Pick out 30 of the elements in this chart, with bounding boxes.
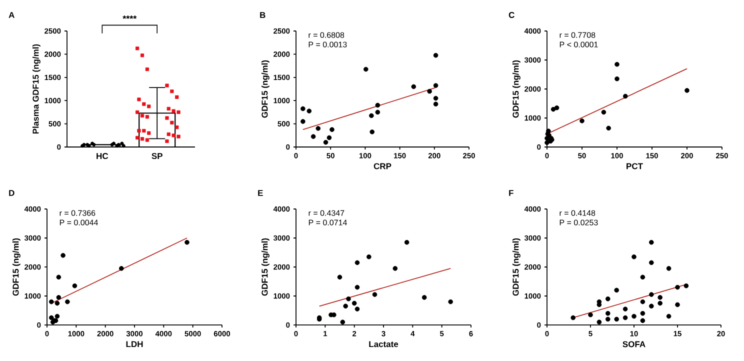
annotation: r = 0.4347 bbox=[308, 210, 344, 216]
chart-title: D bbox=[9, 190, 14, 196]
text: **** bbox=[122, 15, 137, 19]
annotation: P = 0.0044 bbox=[60, 220, 98, 226]
y-axis-title: Plasma GDF15 (ng/ml) bbox=[32, 44, 40, 134]
y-axis-title: GDF15 (ng/ml) bbox=[512, 60, 520, 118]
annotation: P < 0.0001 bbox=[560, 42, 598, 48]
chart-title: C bbox=[508, 12, 514, 18]
y-axis-title: GDF15 (ng/ml) bbox=[261, 238, 270, 296]
y-axis-title: GDF15 (ng/ml) bbox=[261, 60, 270, 118]
annotation: r = 0.7708 bbox=[560, 32, 596, 38]
annotation: P = 0.0253 bbox=[560, 220, 598, 226]
x-axis-title: SOFA bbox=[622, 341, 646, 348]
chart-title: B bbox=[260, 12, 266, 18]
y-axis-title: GDF15 (ng/ml) bbox=[12, 238, 20, 296]
chart-title: A bbox=[8, 12, 14, 18]
x-axis-title: CRP bbox=[374, 163, 392, 170]
x-axis-title: PCT bbox=[626, 163, 643, 170]
x-tick-label: HC bbox=[96, 153, 108, 160]
x-tick-label: SP bbox=[152, 153, 162, 160]
annotation: r = 0.7366 bbox=[60, 210, 96, 216]
chart-title: F bbox=[509, 190, 514, 196]
annotation: r = 0.4148 bbox=[560, 210, 596, 216]
annotation: P = 0.0013 bbox=[308, 42, 347, 48]
annotation: P = 0.0714 bbox=[308, 220, 347, 226]
y-axis-title: GDF15 (ng/ml) bbox=[512, 238, 520, 296]
x-axis-title: LDH bbox=[126, 341, 143, 348]
annotation: r = 0.6808 bbox=[308, 32, 344, 38]
x-axis-title: Lactate bbox=[369, 341, 398, 348]
chart-title: E bbox=[258, 190, 263, 196]
